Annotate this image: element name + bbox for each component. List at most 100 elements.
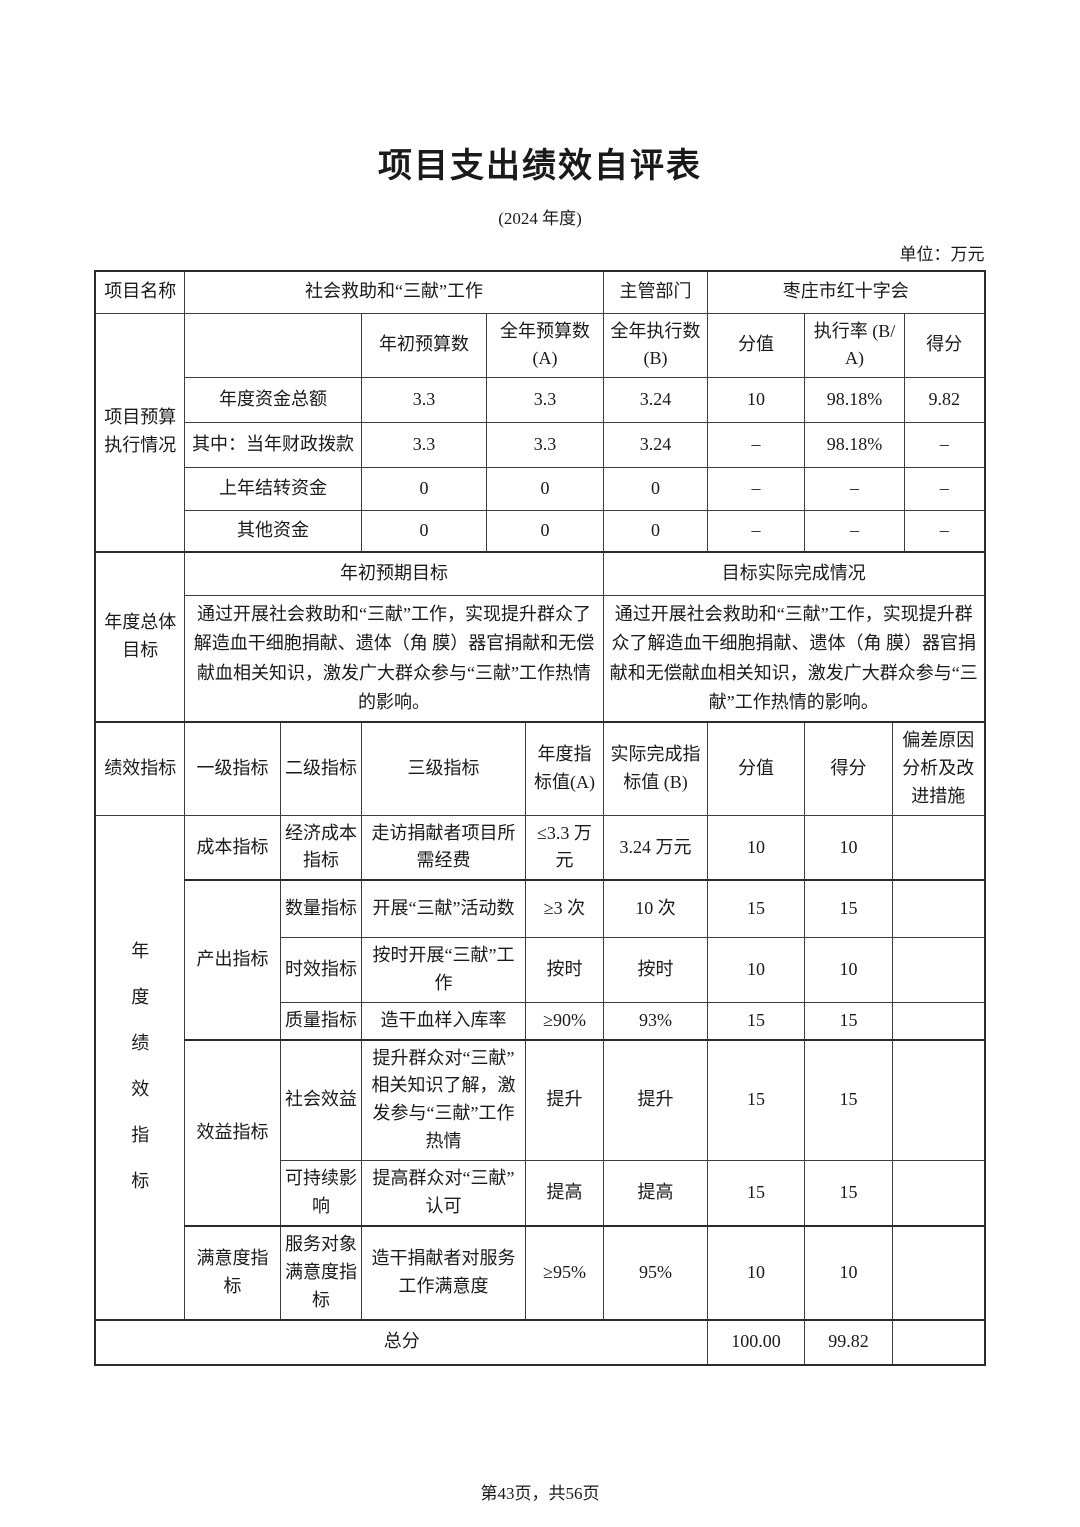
indicator-row-quantity: 产出指标 数量指标 开展“三献”活动数 ≥3 次 10 次 15 15 bbox=[95, 879, 986, 1041]
indicator-actual: 3.24 万元 bbox=[603, 814, 709, 881]
budget-row-total-funds: 年度资金总额 3.3 3.3 3.24 10 98.18% 9.82 bbox=[95, 377, 986, 424]
budget-header-annual: 全年预算数 (A) bbox=[485, 312, 605, 379]
indicator-deviation bbox=[892, 1160, 986, 1227]
budget-initial: 0 bbox=[360, 467, 487, 512]
goals-section-label: 年度总体目标 bbox=[94, 550, 185, 723]
budget-row-label: 其他资金 bbox=[183, 510, 362, 553]
goals-header-row: 年度总体目标 年初预期目标 目标实际完成情况 bbox=[94, 550, 986, 723]
page-title: 项目支出绩效自评表 bbox=[378, 148, 702, 185]
goals-expected-header: 年初预期目标 bbox=[183, 550, 605, 597]
indicator-l2: 社会效益 bbox=[279, 1038, 362, 1162]
indicator-l1: 产出指标 bbox=[183, 879, 281, 1041]
indicator-row-cost: 年度绩效指标 成本指标 经济成本指标 走访捐献者项目所需经费 ≤3.3 万元 3… bbox=[94, 814, 986, 1321]
indicator-target: ≥90% bbox=[524, 1001, 605, 1041]
indicator-score-max: 10 bbox=[707, 1224, 806, 1321]
indicator-l2: 质量指标 bbox=[279, 1001, 362, 1041]
indicator-score-max: 15 bbox=[707, 1038, 806, 1162]
indicator-l2: 时效指标 bbox=[279, 936, 362, 1003]
indicator-header-deviation: 偏差原因分析及改进措施 bbox=[892, 720, 986, 816]
indicator-score: 15 bbox=[804, 879, 894, 938]
total-label: 总分 bbox=[94, 1318, 709, 1366]
indicator-deviation bbox=[892, 1001, 986, 1041]
budget-executed: 3.24 bbox=[603, 422, 709, 469]
indicator-score-max: 15 bbox=[707, 879, 806, 938]
budget-executed: 3.24 bbox=[603, 377, 709, 424]
project-info-row: 项目名称 社会救助和“三献”工作 主管部门 枣庄市红十字会 bbox=[94, 270, 986, 314]
budget-row-carryover: 上年结转资金 0 0 0 – – – bbox=[95, 467, 986, 512]
goals-text-row: 通过开展社会救助和“三献”工作，实现提升群众了解造血干细胞捐献、遗体（角 膜）器… bbox=[95, 595, 986, 723]
indicator-l2: 数量指标 bbox=[279, 879, 362, 938]
indicator-l3: 造干血样入库率 bbox=[360, 1001, 526, 1041]
indicator-target: 按时 bbox=[524, 936, 605, 1003]
indicator-l1: 成本指标 bbox=[183, 814, 281, 881]
indicator-header-score: 得分 bbox=[804, 720, 894, 816]
indicator-l3: 提升群众对“三献”相关知识了解，激发参与“三献”工作热情 bbox=[360, 1038, 526, 1162]
budget-executed: 0 bbox=[603, 510, 709, 553]
budget-score: 9.82 bbox=[904, 377, 986, 424]
dept-label: 主管部门 bbox=[603, 270, 709, 314]
project-name-value: 社会救助和“三献”工作 bbox=[183, 270, 605, 314]
budget-header-rate: 执行率 (B/A) bbox=[804, 312, 906, 379]
page-number: 第43页，共56页 bbox=[480, 1484, 600, 1503]
indicator-score: 10 bbox=[804, 936, 894, 1003]
indicator-score: 10 bbox=[804, 814, 894, 881]
indicator-score: 15 bbox=[804, 1001, 894, 1041]
goals-expected-text: 通过开展社会救助和“三献”工作，实现提升群众了解造血干细胞捐献、遗体（角 膜）器… bbox=[183, 595, 605, 723]
budget-score-max: – bbox=[707, 422, 806, 469]
budget-row-fiscal: 其中：当年财政拨款 3.3 3.3 3.24 – 98.18% – bbox=[95, 422, 986, 469]
indicator-deviation bbox=[892, 814, 986, 881]
goals-actual-text: 通过开展社会救助和“三献”工作，实现提升群众了解造血干细胞捐献、遗体（角 膜）器… bbox=[603, 595, 986, 723]
indicator-deviation bbox=[892, 1224, 986, 1321]
budget-annual: 3.3 bbox=[485, 422, 605, 469]
indicator-score-max: 15 bbox=[707, 1160, 806, 1227]
indicator-score: 15 bbox=[804, 1160, 894, 1227]
budget-header-executed: 全年执行数 (B) bbox=[603, 312, 709, 379]
indicator-l3: 按时开展“三献”工作 bbox=[360, 936, 526, 1003]
indicator-header-l1: 一级指标 bbox=[183, 720, 281, 816]
budget-annual: 3.3 bbox=[485, 377, 605, 424]
annual-indicator-label-text: 年度绩效指标 bbox=[131, 941, 150, 1191]
indicator-header-target: 年度指标值(A) bbox=[524, 720, 605, 816]
budget-initial: 0 bbox=[360, 510, 487, 553]
budget-initial: 3.3 bbox=[360, 377, 487, 424]
indicator-header-actual: 实际完成指标值 (B) bbox=[603, 720, 709, 816]
indicator-score-max: 15 bbox=[707, 1001, 806, 1041]
indicator-row-quality: 质量指标 造干血样入库率 ≥90% 93% 15 15 bbox=[95, 1001, 986, 1041]
project-name-label: 项目名称 bbox=[94, 270, 185, 314]
budget-header-empty bbox=[183, 312, 362, 379]
total-row: 总分 100.00 99.82 bbox=[94, 1318, 986, 1366]
indicator-deviation bbox=[892, 879, 986, 938]
evaluation-table: 项目名称 社会救助和“三献”工作 主管部门 枣庄市红十字会 项目预算执行情况 年… bbox=[94, 270, 986, 1366]
total-score-max: 100.00 bbox=[707, 1318, 806, 1366]
budget-row-other: 其他资金 0 0 0 – – – bbox=[95, 510, 986, 553]
indicator-target: 提高 bbox=[524, 1160, 605, 1227]
indicator-row-timeliness: 时效指标 按时开展“三献”工作 按时 按时 10 10 bbox=[95, 936, 986, 1003]
indicator-actual: 提高 bbox=[603, 1160, 709, 1227]
indicator-l3: 提高群众对“三献”认可 bbox=[360, 1160, 526, 1227]
unit-label: 单位：万元 bbox=[899, 245, 985, 264]
budget-header-initial: 年初预算数 bbox=[360, 312, 487, 379]
budget-annual: 0 bbox=[485, 510, 605, 553]
dept-value: 枣庄市红十字会 bbox=[707, 270, 986, 314]
goals-actual-header: 目标实际完成情况 bbox=[603, 550, 986, 597]
indicator-target: ≥95% bbox=[524, 1224, 605, 1321]
indicator-l2: 服务对象满意度指标 bbox=[279, 1224, 362, 1321]
annual-indicator-label: 年度绩效指标 bbox=[94, 814, 185, 1321]
page-subtitle: (2024 年度) bbox=[498, 209, 582, 228]
indicator-l3: 开展“三献”活动数 bbox=[360, 879, 526, 938]
budget-score: – bbox=[904, 422, 986, 469]
indicator-actual: 10 次 bbox=[603, 879, 709, 938]
indicator-actual: 提升 bbox=[603, 1038, 709, 1162]
budget-header-row: 项目预算执行情况 年初预算数 全年预算数 (A) 全年执行数 (B) 分值 执行… bbox=[94, 312, 986, 553]
budget-row-label: 上年结转资金 bbox=[183, 467, 362, 512]
indicator-l2: 可持续影响 bbox=[279, 1160, 362, 1227]
budget-header-score-max: 分值 bbox=[707, 312, 806, 379]
budget-executed: 0 bbox=[603, 467, 709, 512]
indicator-actual: 按时 bbox=[603, 936, 709, 1003]
budget-initial: 3.3 bbox=[360, 422, 487, 469]
indicator-actual: 93% bbox=[603, 1001, 709, 1041]
indicator-l3: 造干捐献者对服务工作满意度 bbox=[360, 1224, 526, 1321]
budget-score: – bbox=[904, 510, 986, 553]
indicator-header-row: 绩效指标 一级指标 二级指标 三级指标 年度指标值(A) 实际完成指标值 (B)… bbox=[94, 720, 986, 816]
